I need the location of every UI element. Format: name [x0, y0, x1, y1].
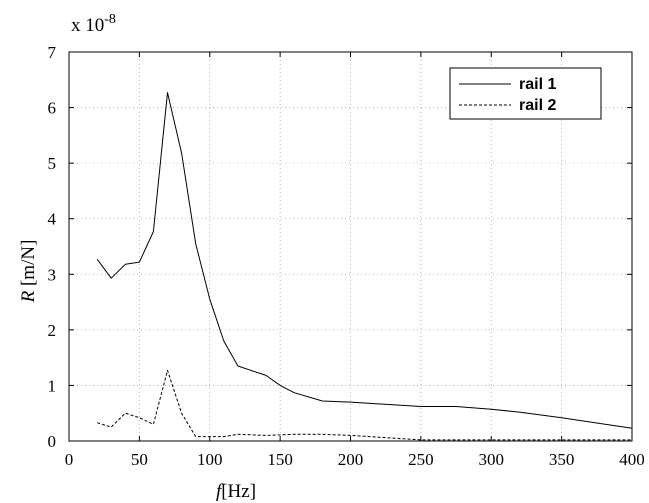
- legend-label-rail-1: rail 1: [519, 76, 556, 93]
- legend-label-rail-2: rail 2: [519, 97, 556, 114]
- y-tick-label: 5: [48, 154, 57, 173]
- x-axis-label: f[Hz]: [216, 481, 256, 502]
- axis-ticks: 0 50 100 150 200 250 300 350 400 0 1 2 3 4 5 6 7: [48, 43, 645, 469]
- y-axis-label: R [m/N]: [18, 240, 39, 304]
- y-tick-label: 3: [48, 265, 57, 284]
- x-tick-label: 350: [549, 450, 575, 469]
- y-axis-multiplier: x 10-8: [71, 12, 116, 36]
- series-line-rail-1: [96, 92, 633, 429]
- legend-box: [449, 67, 602, 120]
- y-tick-label: 2: [48, 321, 57, 340]
- legend: rail 1 rail 2: [449, 67, 602, 120]
- x-tick-label: 250: [408, 450, 434, 469]
- y-tick-label: 4: [48, 210, 57, 229]
- series-line-rail-2: [97, 369, 632, 441]
- x-tick-label: 100: [197, 450, 223, 469]
- x-tick-label: 150: [267, 450, 293, 469]
- series-lines: [96, 92, 633, 441]
- x-tick-label: 0: [65, 450, 74, 469]
- y-tick-label: 7: [48, 43, 57, 62]
- y-tick-label: 6: [48, 99, 57, 118]
- y-tick-label: 0: [48, 432, 57, 451]
- x-tick-label: 50: [131, 450, 148, 469]
- x-tick-label: 200: [338, 450, 364, 469]
- y-tick-label: 1: [48, 376, 57, 395]
- x-tick-label: 300: [479, 450, 505, 469]
- x-tick-label: 400: [619, 450, 645, 469]
